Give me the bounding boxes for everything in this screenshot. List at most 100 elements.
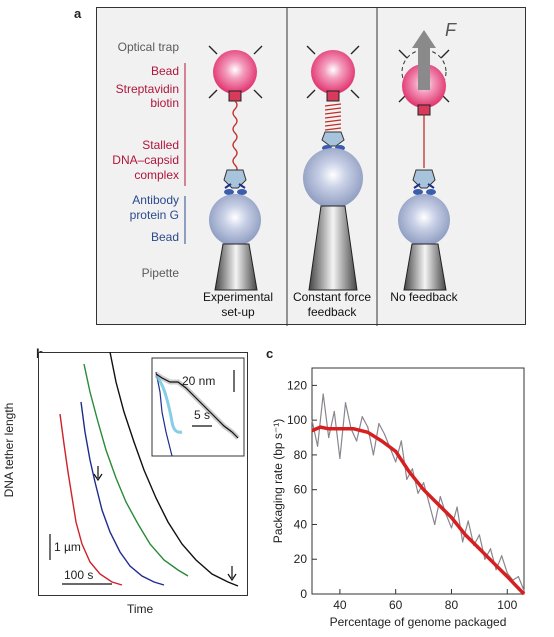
series-point-raw	[322, 393, 324, 395]
trace-red	[59, 413, 123, 586]
y-tick-label: 60	[294, 483, 308, 497]
series-point-raw	[484, 558, 486, 560]
x-axis-label: Percentage of genome packaged	[330, 615, 507, 629]
packaging-rate-chart: 0 20 40 60 80 100 120 40 60 80 100 Percentage of ge…	[271, 367, 526, 629]
arrow-down-icon-2	[227, 566, 237, 582]
col1-protein-g-left	[224, 189, 234, 195]
series-point-raw	[450, 527, 453, 529]
col2-blue-bead	[303, 148, 363, 208]
series-point-smoothed	[506, 576, 508, 578]
y-tick-label: 40	[294, 517, 308, 531]
col3-no-feedback	[398, 30, 450, 291]
series-point-raw	[439, 496, 441, 498]
x-tick-label: 100	[497, 598, 517, 612]
y-axis-label: Packaging rate (bp s⁻¹)	[271, 419, 285, 543]
label-streptavidin: Streptavidin	[115, 82, 179, 96]
col3-protein-g-right	[426, 189, 436, 195]
series-point-raw	[378, 423, 380, 425]
series-point-smoothed	[395, 450, 397, 453]
y-tick-label: 0	[300, 587, 307, 601]
label-protein-g: protein G	[129, 208, 179, 222]
col3-capsid	[412, 169, 436, 189]
caption-col3-line1: No feedback	[390, 290, 458, 304]
col1-capsid	[223, 169, 247, 189]
force-label: F	[445, 20, 456, 40]
series-point-raw	[501, 555, 503, 557]
trace-black	[109, 351, 239, 587]
caption-col2-line1: Constant force	[292, 290, 372, 304]
series-point-raw	[395, 461, 397, 463]
y-tick-label: 100	[287, 413, 307, 427]
col1-pink-bead	[213, 50, 257, 94]
y-tick-label: 20	[294, 552, 308, 566]
panel-a-schematic: Optical trap Bead Streptavidin biotin St…	[96, 7, 526, 326]
label-biotin: biotin	[150, 96, 179, 110]
series-point-raw	[456, 506, 458, 508]
series-point-smoothed	[409, 471, 411, 473]
col1-blue-bead	[209, 194, 261, 246]
series-point-raw	[428, 503, 430, 505]
series-point-raw	[344, 402, 347, 404]
col1-streptavidin	[228, 90, 242, 102]
series-point-raw	[478, 534, 480, 536]
series-point-smoothed	[353, 428, 355, 430]
panel-b-traces: 20 nm 5 s 1 µm 100 s	[38, 351, 248, 596]
label-optical-trap: Optical trap	[117, 40, 179, 54]
col1-antibody	[224, 183, 246, 189]
label-pipette: Pipette	[141, 266, 179, 280]
panel-a-letter: a	[74, 6, 82, 21]
series-point-raw	[333, 410, 335, 413]
col2-feedback	[303, 45, 363, 291]
series-point-raw	[328, 436, 330, 439]
scale-y-label: 1 µm	[54, 540, 81, 554]
arrow-down-icon-1	[93, 466, 103, 482]
panel-a-drawing	[184, 8, 450, 326]
series-point-raw	[422, 482, 425, 484]
series-point-smoothed	[450, 516, 453, 519]
col2-trap-rays	[306, 45, 360, 99]
series-point-smoothed	[523, 593, 525, 595]
series-point-raw	[400, 440, 402, 442]
x-tick-label: 60	[389, 598, 403, 612]
col3-streptavidin	[417, 104, 431, 116]
inset-frame	[151, 357, 245, 457]
series-point-raw	[506, 572, 508, 574]
series-line-smoothed	[311, 425, 526, 596]
trace-blue	[80, 401, 165, 586]
series-point-raw	[361, 416, 363, 418]
caption-col1-line1: Experimental	[202, 290, 274, 304]
series-point-raw	[462, 541, 464, 543]
series-point-smoothed	[311, 429, 313, 432]
series-point-smoothed	[492, 562, 494, 564]
col1-setup	[208, 45, 263, 291]
label-bead-bottom: Bead	[150, 230, 179, 244]
series-point-raw	[383, 433, 386, 435]
x-tick-label: 80	[445, 598, 459, 612]
caption-col3: No feedback	[377, 290, 471, 305]
col3-protein-g-left	[413, 189, 423, 195]
label-antibody: Antibody	[132, 193, 179, 207]
series-point-raw	[489, 548, 492, 550]
inset-trace-black	[155, 373, 239, 439]
caption-col2-line2: feedback	[307, 305, 357, 319]
series-point-smoothed	[464, 534, 467, 536]
col1-protein-g-right	[237, 189, 247, 195]
col2-pink-bead	[311, 50, 355, 94]
y-tick-label: 80	[294, 448, 308, 462]
series-point-raw	[417, 492, 419, 494]
inset-scale-y-label: 20 nm	[182, 374, 216, 388]
inset-scale-x-label: 5 s	[194, 408, 211, 422]
col3-antibody	[413, 183, 435, 189]
panel-c-letter: c	[266, 346, 274, 361]
force-arrow-icon	[412, 30, 436, 90]
series-point-raw	[434, 523, 436, 526]
col2-streptavidin	[326, 90, 340, 102]
series-point-raw	[495, 569, 497, 571]
series-point-raw	[467, 520, 469, 522]
trace-green	[83, 363, 189, 577]
series-point-raw	[523, 589, 525, 592]
col2-dna-coil	[324, 103, 342, 131]
col1-pipette	[214, 243, 258, 291]
label-bead-top: Bead	[150, 64, 179, 78]
series-point-raw	[316, 445, 319, 447]
